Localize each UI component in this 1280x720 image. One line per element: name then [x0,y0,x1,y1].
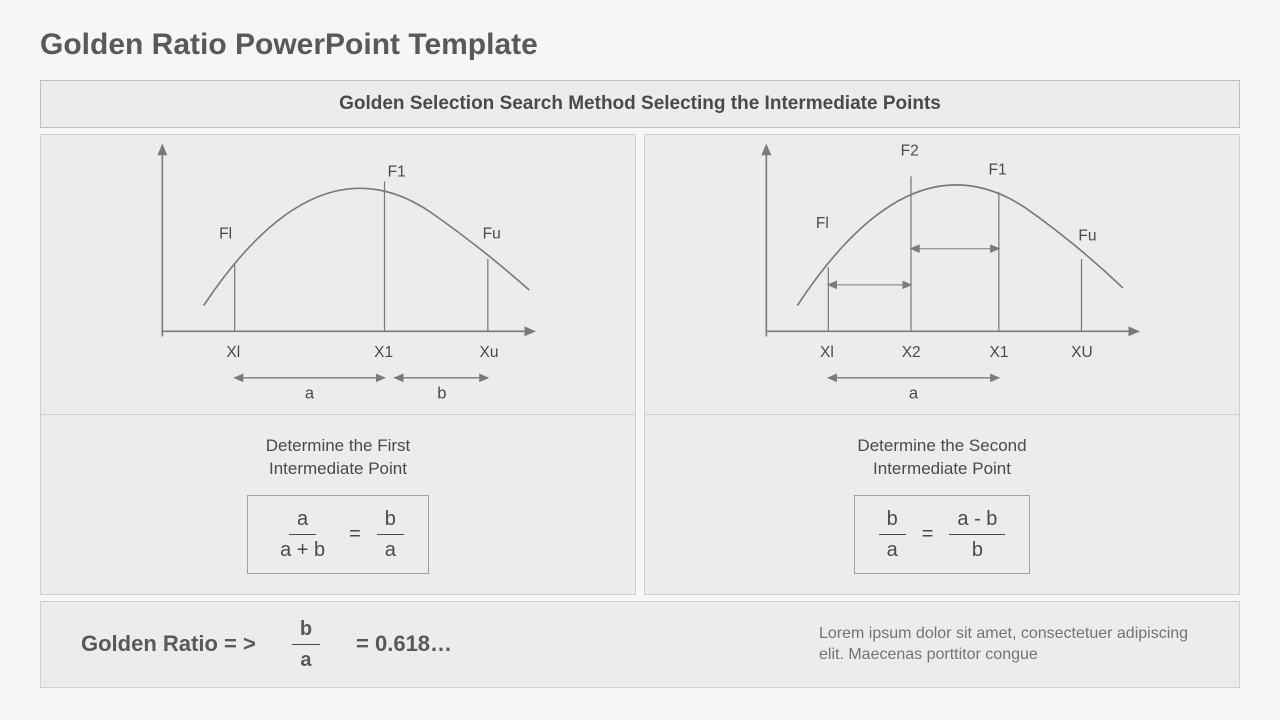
right-desc-area: Determine the SecondIntermediate Point b… [645,415,1239,594]
curve [797,185,1123,306]
right-lhs-frac: b a [879,506,906,563]
label-xu: XU [1071,344,1093,361]
label-a: a [305,384,315,403]
left-desc-text: Determine the FirstIntermediate Point [266,435,411,481]
label-f1: F1 [388,163,406,180]
left-panel: Fl F1 Fu Xl X1 Xu a b Determine the Firs… [40,134,636,595]
page-title: Golden Ratio PowerPoint Template [40,28,1240,62]
label-b: b [437,384,446,403]
left-formula: a a + b = b a [247,495,429,574]
equals-sign: = [349,523,361,546]
right-desc-text: Determine the SecondIntermediate Point [857,435,1026,481]
golden-ratio-result: = 0.618… [356,631,452,657]
right-chart: Fl F2 F1 Fu Xl X2 X1 XU a [645,135,1239,415]
label-fu: Fu [1078,227,1096,244]
left-chart: Fl F1 Fu Xl X1 Xu a b [41,135,635,415]
bottom-box: Golden Ratio = > b a = 0.618… Lorem ipsu… [40,601,1240,688]
right-lhs-den: a [879,535,906,563]
gr-den: a [292,645,319,673]
right-rhs-frac: a - b b [949,506,1005,563]
label-fl: Fl [816,215,829,232]
gr-num: b [292,616,320,645]
left-rhs-frac: b a [377,506,404,563]
left-desc-area: Determine the FirstIntermediate Point a … [41,415,635,594]
left-rhs-num: b [377,506,404,535]
right-panel: Fl F2 F1 Fu Xl X2 X1 XU a Determine the … [644,134,1240,595]
golden-ratio-label: Golden Ratio = > [81,631,256,657]
equals-sign: = [922,523,934,546]
label-fl: Fl [219,225,232,242]
panels-row: Fl F1 Fu Xl X1 Xu a b Determine the Firs… [40,134,1240,595]
golden-ratio-frac: b a [292,616,320,673]
label-f2: F2 [901,143,919,160]
right-formula: b a = a - b b [854,495,1031,574]
label-xl: Xl [820,344,834,361]
right-rhs-num: a - b [949,506,1005,535]
label-x1: X1 [990,344,1009,361]
label-a: a [909,384,919,403]
label-f1: F1 [989,161,1007,178]
left-rhs-den: a [377,535,404,563]
label-x2: X2 [902,344,921,361]
label-x1: X1 [374,344,393,361]
subtitle-box: Golden Selection Search Method Selecting… [40,80,1240,128]
right-rhs-den: b [964,535,991,563]
label-xu: Xu [480,344,499,361]
left-lhs-den: a + b [272,535,333,563]
label-xl: Xl [226,344,240,361]
left-lhs-frac: a a + b [272,506,333,563]
right-lhs-num: b [879,506,906,535]
curve [204,188,529,305]
label-fu: Fu [483,225,501,242]
left-lhs-num: a [289,506,316,535]
golden-ratio-caption: Lorem ipsum dolor sit amet, consectetuer… [819,623,1199,666]
